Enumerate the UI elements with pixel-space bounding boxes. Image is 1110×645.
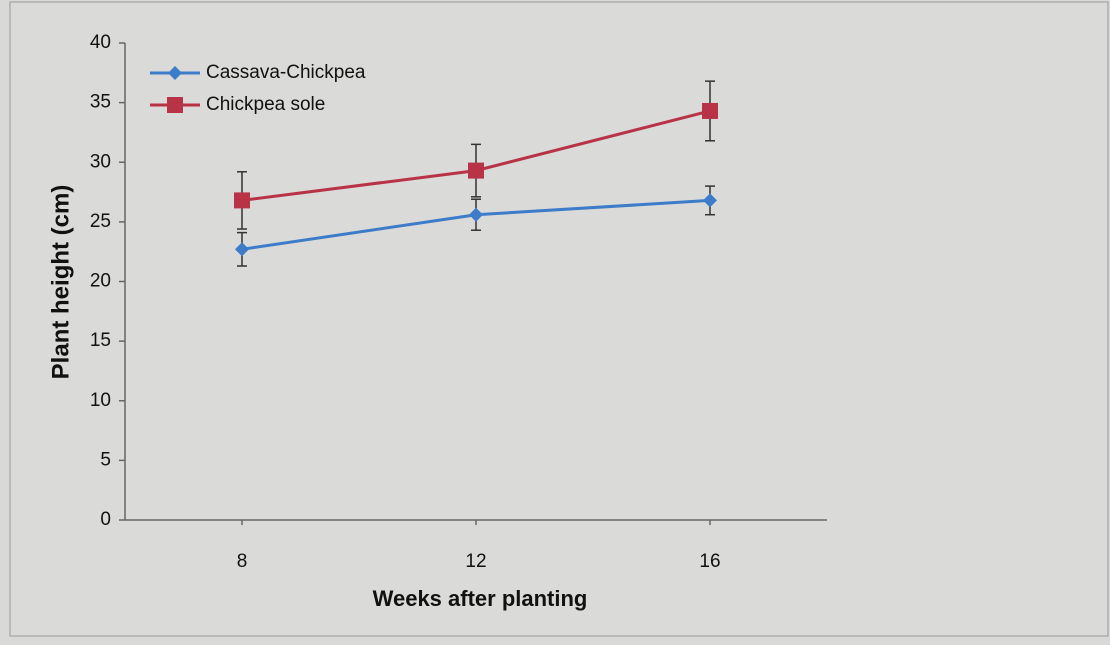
chart-frame [9, 1, 1109, 637]
data-point [235, 242, 249, 257]
x-tick-label: 8 [237, 551, 248, 572]
y-axis-label: Plant height (cm) [47, 185, 74, 380]
y-tick-label: 30 [90, 151, 111, 172]
y-tick-label: 25 [90, 211, 111, 232]
data-point [234, 192, 250, 209]
y-tick-label: 10 [90, 390, 111, 411]
y-tick-label: 20 [90, 271, 111, 292]
y-tick-label: 0 [100, 509, 111, 530]
x-axis-label: Weeks after planting [373, 586, 588, 611]
data-point [469, 207, 483, 222]
legend-marker [168, 66, 182, 80]
y-tick-label: 15 [90, 330, 111, 351]
x-tick-label: 16 [699, 551, 720, 572]
legend-marker [167, 97, 183, 113]
x-tick-label: 12 [465, 551, 486, 572]
data-point [703, 193, 717, 208]
y-tick-label: 40 [90, 32, 111, 53]
legend-label: Cassava-Chickpea [206, 62, 366, 83]
data-point [702, 102, 718, 119]
y-tick-label: 35 [90, 92, 111, 113]
legend-label: Chickpea sole [206, 94, 325, 115]
data-point [468, 162, 484, 179]
y-tick-label: 5 [100, 449, 111, 470]
